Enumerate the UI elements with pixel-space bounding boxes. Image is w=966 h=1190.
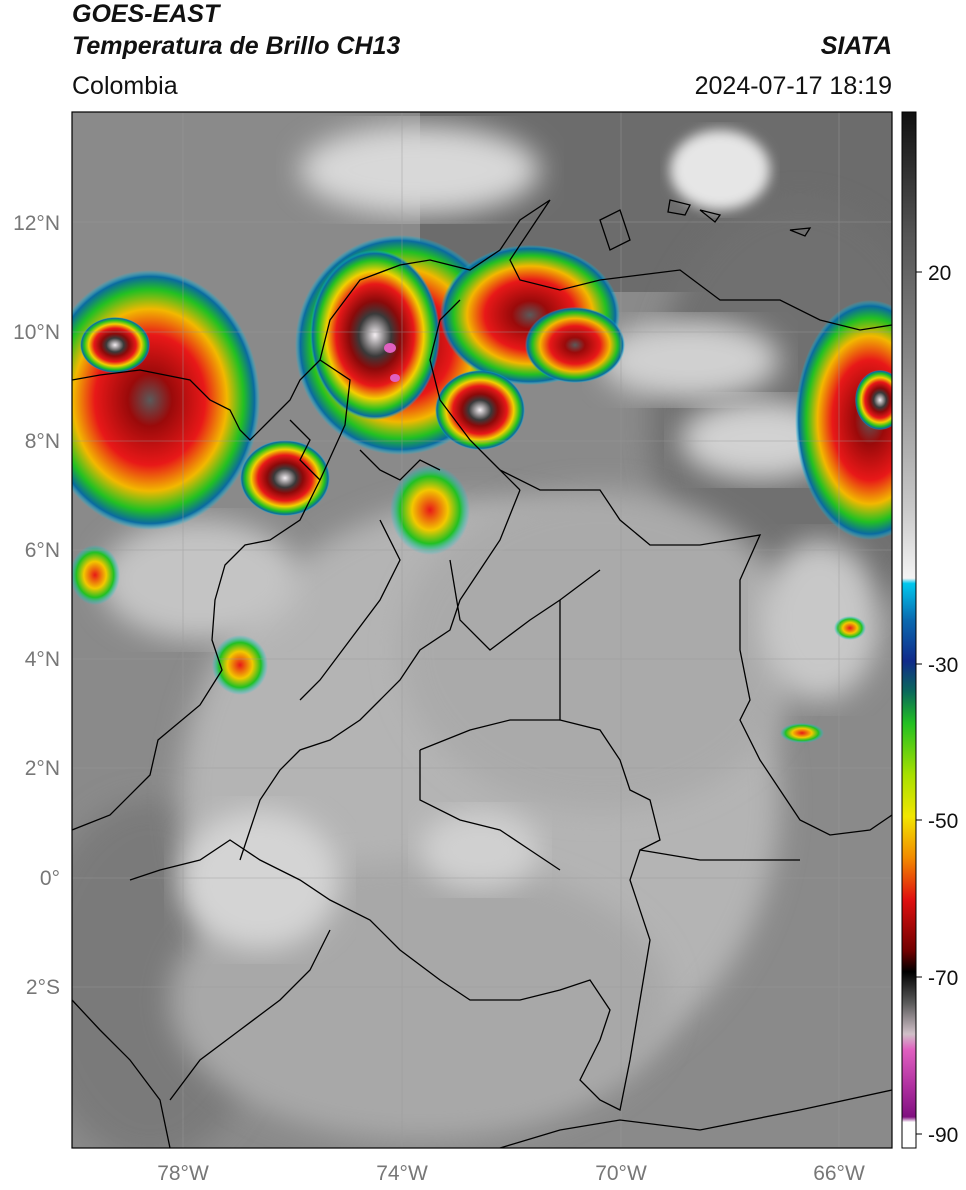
lat-label: 8°N — [25, 430, 60, 453]
latitude-labels: 12°N 10°N 8°N 6°N 4°N 2°N 0° 2°S — [13, 212, 60, 999]
satellite-title: GOES-EAST — [72, 0, 220, 28]
region-label: Colombia — [72, 72, 178, 100]
lon-label: 74°W — [376, 1162, 428, 1185]
boundaries-layer — [72, 199, 892, 1148]
lon-label: 70°W — [595, 1162, 647, 1185]
lat-label: 12°N — [13, 212, 60, 235]
map-frame — [71, 111, 893, 1149]
agency-label: SIATA — [820, 32, 892, 60]
datetime-label: 2024-07-17 18:19 — [694, 72, 892, 100]
lat-label: 2°S — [26, 976, 60, 999]
lat-label: 6°N — [25, 539, 60, 562]
lat-label: 0° — [40, 867, 60, 890]
graticule — [72, 112, 892, 1148]
colorbar-tick-label: -90 — [928, 1124, 958, 1147]
lat-label: 2°N — [25, 757, 60, 780]
colorbar-tick-label: -30 — [928, 654, 958, 677]
lon-label: 78°W — [157, 1162, 209, 1185]
colorbar: 20 -30 -50 -70 -90 — [901, 111, 958, 1149]
colorbar-gradient — [901, 111, 917, 1149]
lon-label: 66°W — [813, 1162, 865, 1185]
imagery-layer — [72, 112, 892, 1148]
product-title: Temperatura de Brillo CH13 — [72, 32, 401, 60]
colorbar-tick-label: 20 — [928, 262, 951, 285]
colorbar-tick-label: -70 — [928, 967, 958, 990]
longitude-labels: 78°W 74°W 70°W 66°W — [157, 1162, 865, 1185]
lat-label: 10°N — [13, 321, 60, 344]
colorbar-tick-label: -50 — [928, 810, 958, 833]
lat-label: 4°N — [25, 648, 60, 671]
